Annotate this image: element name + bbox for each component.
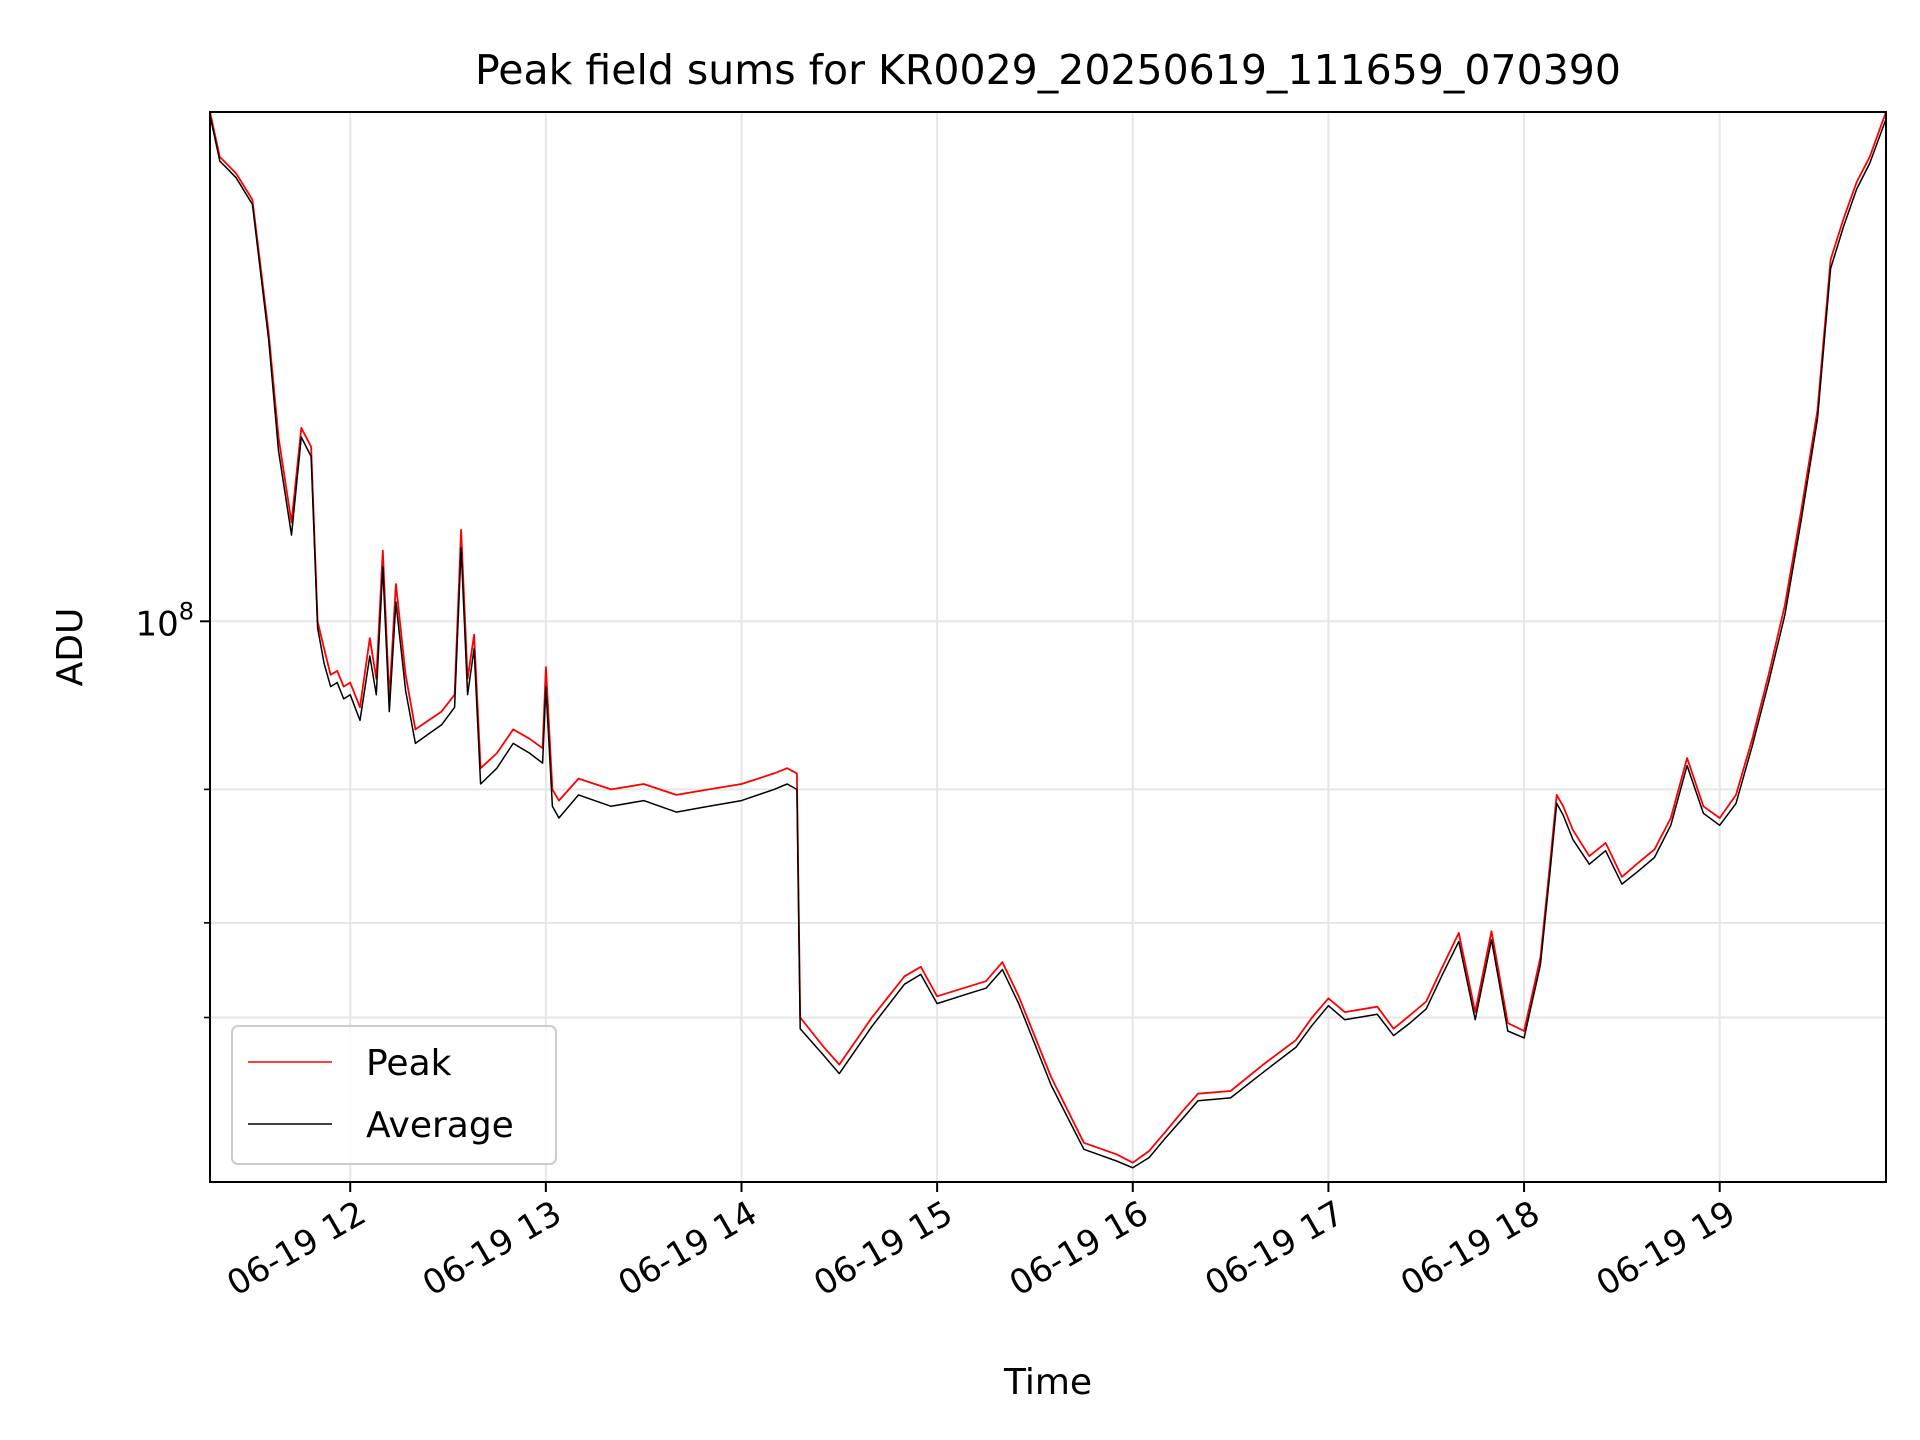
y-tick-label: 108 <box>135 597 194 644</box>
legend-label-average: Average <box>366 1105 514 1146</box>
y-tick-exponent: 8 <box>179 597 194 625</box>
x-tick-label: 06-19 16 <box>1003 1193 1155 1304</box>
x-axis-label: Time <box>1003 1362 1092 1403</box>
grid-layer <box>210 112 1886 1182</box>
legend-label-peak: Peak <box>366 1043 452 1084</box>
x-tick-label: 06-19 12 <box>220 1193 372 1304</box>
tick-layer: 06-19 12 06-19 13 06-19 14 06-19 15 06-19 16… <box>135 597 1742 1304</box>
x-tick-label: 06-19 17 <box>1199 1193 1351 1304</box>
x-tick-label: 06-19 13 <box>416 1193 568 1304</box>
y-tick-base: 10 <box>135 604 178 644</box>
plot-frame <box>209 111 1887 1183</box>
series-line-average <box>209 115 1887 1169</box>
x-tick-label: 06-19 14 <box>612 1193 764 1304</box>
x-tick-label: 06-19 15 <box>807 1193 959 1304</box>
series-layer <box>209 111 1887 1169</box>
y-axis-label: ADU <box>50 608 91 687</box>
chart-title: Peak field sums for KR0029_20250619_1116… <box>475 46 1621 94</box>
legend-box <box>231 1025 557 1165</box>
x-tick-label: 06-19 18 <box>1394 1193 1546 1304</box>
legend: Peak Average <box>231 1025 557 1165</box>
x-tick-label: 06-19 19 <box>1590 1193 1742 1304</box>
series-line-peak <box>209 111 1887 1164</box>
